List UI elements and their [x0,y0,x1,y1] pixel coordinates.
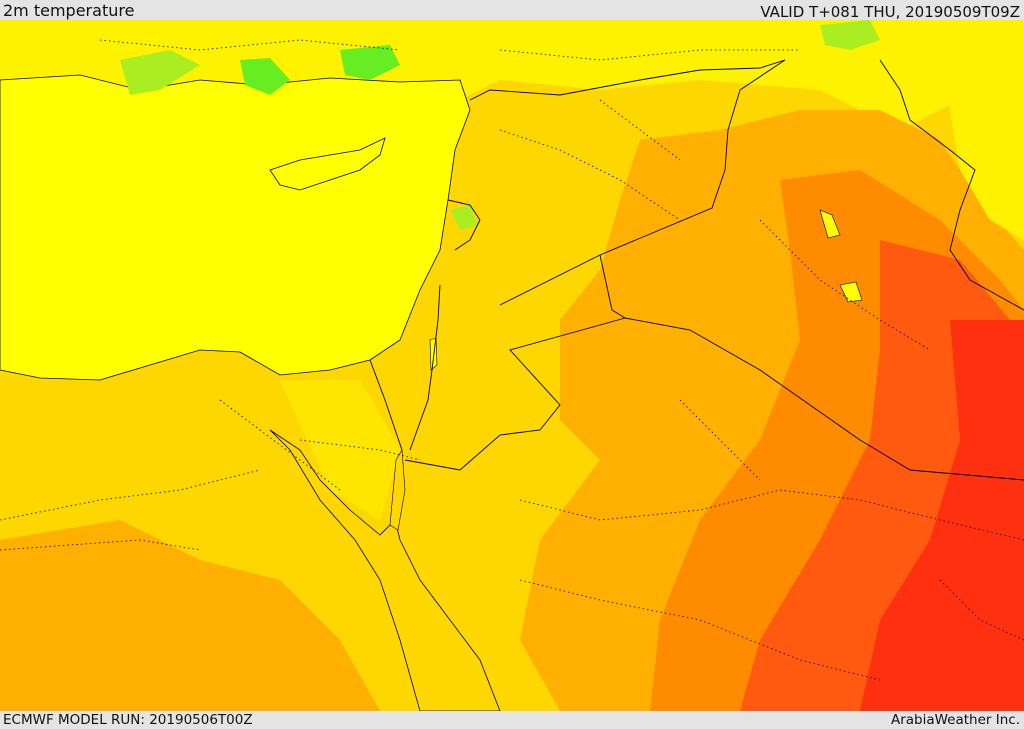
footer-bar: ECMWF MODEL RUN: 20190506T00Z ArabiaWeat… [0,711,1024,729]
green-patch-2 [240,58,290,95]
red-sea [269,429,501,711]
red-zone [860,320,1024,711]
green-patch-4 [820,20,880,50]
admin-boundaries [0,39,1024,681]
north-land-zone [0,20,1024,130]
egypt-orange-zone [0,520,380,711]
green-patch-5 [450,205,478,230]
green-patch-3 [340,45,400,80]
map-canvas [0,20,1024,711]
mediterranean-sea [0,74,471,381]
cyprus-island [269,137,386,191]
valid-time: VALID T+081 THU, 20190509T09Z [760,3,1020,21]
lebanon-border [447,199,481,251]
lake-razzaza [839,281,863,303]
sinai-light-zone [280,380,400,520]
gulf-of-aqaba [389,449,406,531]
northeast-yellow-zone [940,50,1024,240]
saudi-iraq-border [624,317,1024,481]
turkey-syria-border [469,59,786,101]
temperature-map[interactable] [0,20,1024,711]
header-bar: 2m temperature VALID T+081 THU, 20190509… [0,0,1024,21]
jordan-saudi-border [404,254,627,471]
lake-tharthar [819,209,841,239]
model-run-label: ECMWF MODEL RUN: 20190506T00Z [3,712,253,728]
iraq-iran-border [879,59,1024,311]
egypt-israel-border [369,359,403,451]
country-borders [369,59,1024,481]
israel-jordan-border [409,284,441,451]
green-patch-1 [120,50,200,95]
map-title: 2m temperature [3,1,135,20]
credit-label: ArabiaWeather Inc. [890,712,1020,728]
